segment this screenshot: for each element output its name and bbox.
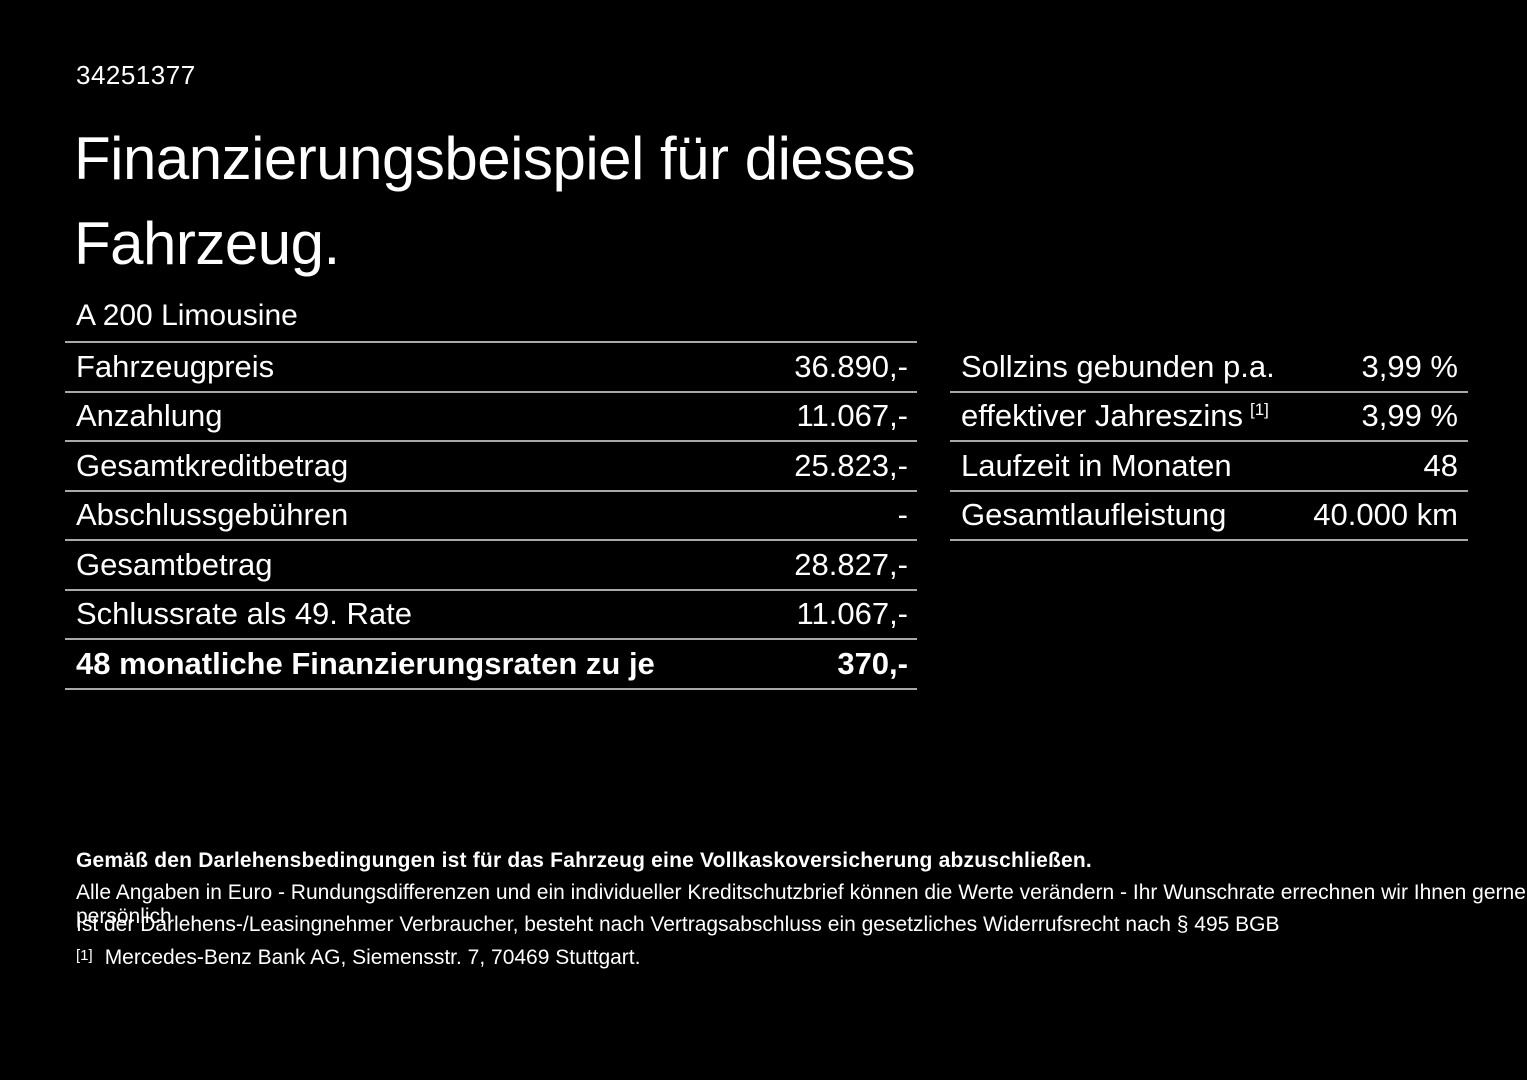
page-title-line-1: Finanzierungsbeispiel für dieses [74, 125, 916, 192]
row-value: 28.827,- [794, 546, 908, 582]
row-value: 36.890,- [794, 348, 908, 384]
row-value: 11.067,- [796, 596, 908, 632]
conditions-table: Sollzins gebunden p.a. 3,99 % effektiver… [950, 343, 1468, 541]
row-label: effektiver Jahreszins [1] [961, 398, 1269, 434]
footnote-marker: [1] [76, 947, 93, 964]
footnote-reference: [1] [1250, 400, 1269, 420]
row-value: 40.000 km [1313, 497, 1458, 533]
page-title: Finanzierungsbeispiel für dieses Fahrzeu… [74, 116, 916, 286]
footnote-text: Mercedes-Benz Bank AG, Siemensstr. 7, 70… [104, 946, 641, 969]
table-row-gesamtkreditbetrag: Gesamtkreditbetrag 25.823,- [65, 442, 917, 492]
row-label: Fahrzeugpreis [76, 348, 275, 384]
table-row-anzahlung: Anzahlung 11.067,- [65, 393, 917, 442]
row-value: 48 [1423, 447, 1458, 483]
rounding-note: Alle Angaben in Euro - Rundungsdifferenz… [76, 881, 1526, 928]
table-row-schlussrate: Schlussrate als 49. Rate 11.067,- [65, 591, 917, 640]
table-row-sollzins: Sollzins gebunden p.a. 3,99 % [950, 343, 1468, 393]
row-label: Laufzeit in Monaten [961, 447, 1232, 483]
row-value: 370,- [837, 645, 908, 681]
row-value: 11.067,- [796, 398, 908, 434]
table-row-monatsrate: 48 monatliche Finanzierungsraten zu je 3… [65, 640, 917, 690]
table-row-gesamtbetrag: Gesamtbetrag 28.827,- [65, 541, 917, 591]
table-row-effektiver-jahreszins: effektiver Jahreszins [1] 3,99 % [950, 393, 1468, 442]
row-label: Sollzins gebunden p.a. [961, 348, 1275, 384]
table-row-fahrzeugpreis: Fahrzeugpreis 36.890,- [65, 343, 917, 393]
row-label: Gesamtkreditbetrag [76, 447, 349, 483]
row-label: 48 monatliche Finanzierungsraten zu je [76, 645, 655, 681]
table-row-abschlussgebuehren: Abschlussgebühren - [65, 492, 917, 541]
row-label: Abschlussgebühren [76, 497, 349, 533]
finance-table: Fahrzeugpreis 36.890,- Anzahlung 11.067,… [65, 341, 917, 690]
row-label: Anzahlung [76, 398, 223, 434]
row-label: Gesamtbetrag [76, 546, 273, 582]
page-title-line-2: Fahrzeug. [74, 210, 340, 277]
table-row-gesamtlaufleistung: Gesamtlaufleistung 40.000 km [950, 492, 1468, 541]
vehicle-name: A 200 Limousine [76, 299, 298, 332]
document-id: 34251377 [76, 60, 196, 90]
bank-footnote: [1] Mercedes-Benz Bank AG, Siemensstr. 7,… [76, 946, 640, 970]
row-label: Gesamtlaufleistung [961, 497, 1227, 533]
row-label: Schlussrate als 49. Rate [76, 596, 413, 632]
row-value: 25.823,- [794, 447, 908, 483]
withdrawal-note: Ist der Darlehens-/Leasingnehmer Verbrau… [76, 913, 1280, 936]
table-row-laufzeit: Laufzeit in Monaten 48 [950, 442, 1468, 492]
row-value: 3,99 % [1361, 398, 1458, 434]
row-value: 3,99 % [1361, 348, 1458, 384]
row-value: - [897, 497, 908, 533]
insurance-note: Gemäß den Darlehensbedingungen ist für d… [76, 849, 1092, 872]
